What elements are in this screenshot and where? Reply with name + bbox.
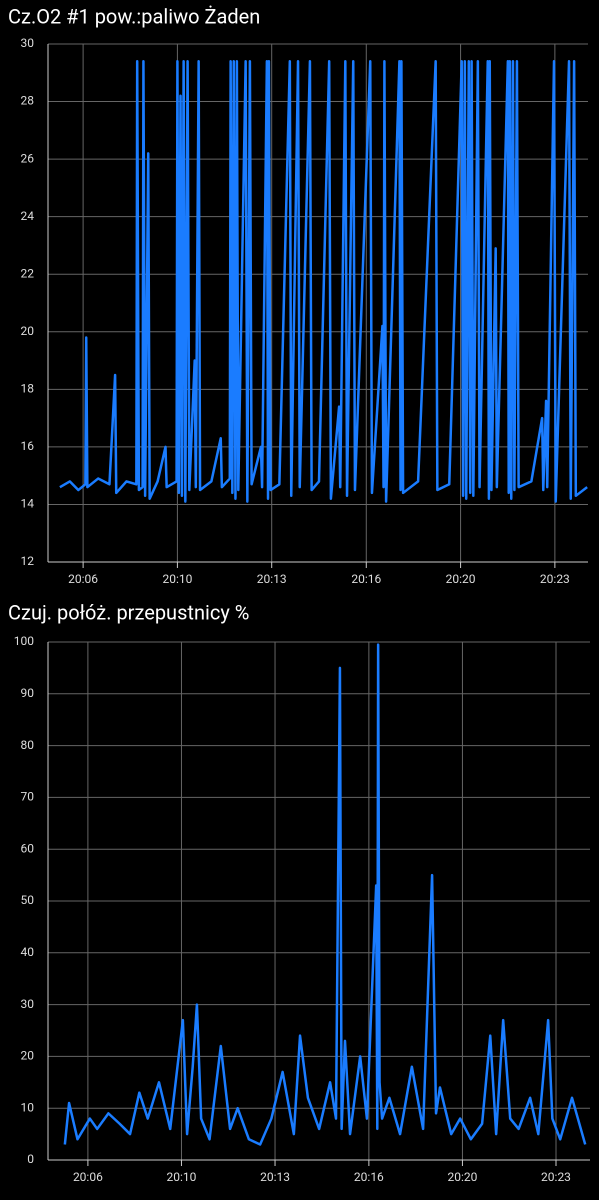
y-tick-label: 60	[21, 841, 35, 855]
y-tick-label: 20	[21, 1049, 35, 1063]
y-tick-label: 40	[21, 945, 35, 959]
y-tick-label: 100	[14, 634, 34, 648]
x-tick-label: 20:16	[354, 1170, 384, 1184]
x-tick-label: 20:13	[257, 572, 287, 586]
y-tick-label: 28	[21, 94, 35, 108]
data-line	[63, 643, 587, 1146]
chart-title: Czuj. połóż. przepustnicy %	[8, 600, 249, 624]
y-tick-label: 70	[21, 790, 35, 804]
x-tick-label: 20:06	[68, 572, 98, 586]
y-tick-label: 24	[21, 209, 35, 223]
x-tick-label: 20:13	[260, 1170, 290, 1184]
y-tick-label: 50	[21, 893, 35, 907]
y-tick-label: 20	[21, 324, 35, 338]
y-tick-label: 10	[21, 1100, 35, 1114]
y-tick-label: 22	[21, 266, 35, 280]
x-tick-label: 20:16	[351, 572, 381, 586]
x-tick-label: 20:20	[446, 572, 476, 586]
x-tick-label: 20:20	[447, 1170, 477, 1184]
y-tick-label: 26	[21, 151, 35, 165]
y-tick-label: 30	[21, 997, 35, 1011]
y-tick-label: 30	[21, 36, 35, 50]
chart-title: Cz.O2 #1 pow.:paliwo Żaden	[8, 4, 260, 28]
data-line	[59, 60, 588, 503]
y-tick-label: 0	[27, 1152, 34, 1166]
y-tick-label: 12	[21, 554, 35, 568]
y-tick-label: 14	[21, 497, 35, 511]
x-tick-label: 20:10	[167, 1170, 197, 1184]
y-tick-label: 18	[21, 382, 35, 396]
x-tick-label: 20:06	[73, 1170, 103, 1184]
x-tick-label: 20:10	[162, 572, 192, 586]
y-tick-label: 16	[21, 439, 35, 453]
x-tick-label: 20:23	[540, 572, 570, 586]
y-tick-label: 90	[21, 686, 35, 700]
x-tick-label: 20:23	[541, 1170, 571, 1184]
y-tick-label: 80	[21, 738, 35, 752]
